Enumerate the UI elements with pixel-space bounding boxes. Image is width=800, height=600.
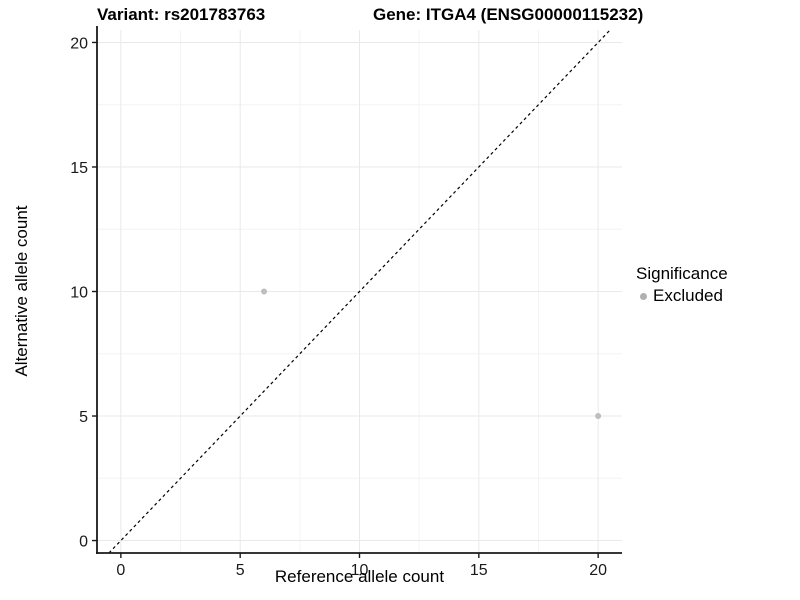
legend-point-icon xyxy=(640,292,647,300)
plot-title-gene: Gene: ITGA4 (ENSG00000115232) xyxy=(373,5,644,24)
y-tick-label: 0 xyxy=(79,534,88,551)
x-axis-title: Reference allele count xyxy=(274,567,445,586)
identity-line xyxy=(108,29,611,554)
data-point xyxy=(261,288,268,295)
y-axis-title: Alternative allele count xyxy=(12,205,31,377)
y-tick-label: 15 xyxy=(70,160,88,177)
y-tick-label: 20 xyxy=(70,35,88,52)
plot-title-variant: Variant: rs201783763 xyxy=(97,5,266,24)
legend-title: Significance xyxy=(636,264,728,283)
legend-item-label: Excluded xyxy=(653,286,723,305)
x-tick-label: 20 xyxy=(589,562,607,579)
data-point xyxy=(595,413,602,420)
x-tick-label: 0 xyxy=(116,562,125,579)
legend-item-excluded: Excluded xyxy=(636,285,728,307)
x-tick-label: 10 xyxy=(351,562,369,579)
legend: Significance Excluded xyxy=(636,263,728,307)
y-tick-label: 10 xyxy=(70,285,88,302)
x-tick-label: 5 xyxy=(236,562,245,579)
x-tick-label: 15 xyxy=(470,562,488,579)
y-tick-label: 5 xyxy=(79,409,88,426)
